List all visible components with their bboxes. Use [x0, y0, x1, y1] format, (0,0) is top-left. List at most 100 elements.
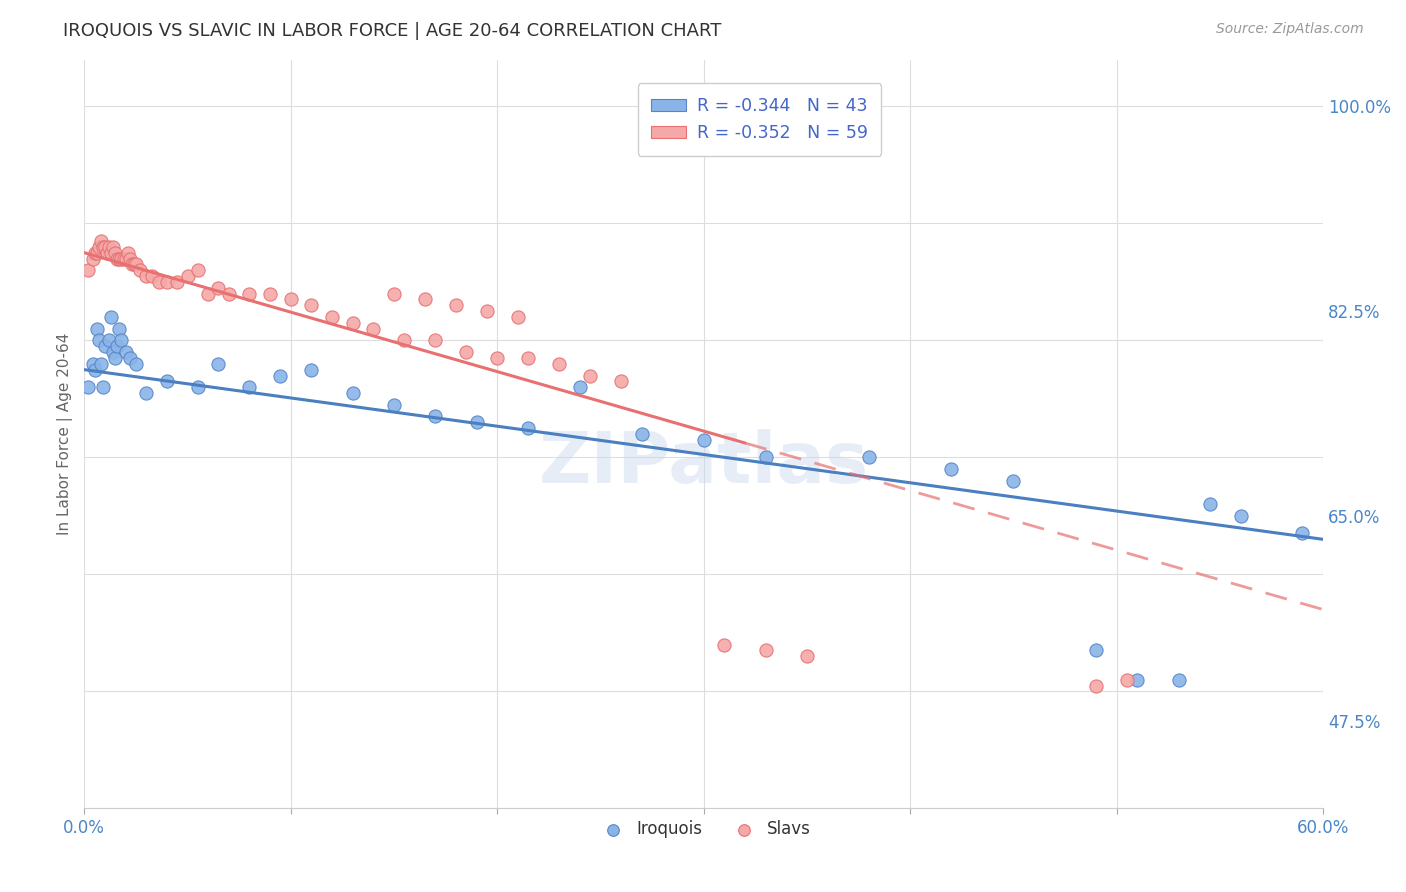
Point — [238, 380, 260, 394]
Point — [568, 380, 591, 394]
Point — [1229, 508, 1251, 523]
Point — [444, 298, 467, 312]
Point — [796, 649, 818, 664]
Text: Source: ZipAtlas.com: Source: ZipAtlas.com — [1216, 22, 1364, 37]
Point — [108, 252, 131, 266]
Point — [176, 268, 198, 283]
Point — [83, 245, 105, 260]
Point — [187, 380, 209, 394]
Point — [486, 351, 509, 365]
Point — [280, 293, 302, 307]
Point — [100, 310, 122, 324]
Point — [90, 357, 112, 371]
Point — [1167, 673, 1189, 687]
Text: ZIPatlas: ZIPatlas — [538, 429, 869, 499]
Point — [475, 304, 498, 318]
Point — [425, 334, 447, 348]
Point — [579, 368, 602, 383]
Point — [1002, 474, 1025, 488]
Point — [342, 386, 364, 401]
Point — [1085, 679, 1108, 693]
Point — [96, 245, 118, 260]
Point — [299, 298, 322, 312]
Point — [693, 433, 716, 447]
Point — [425, 409, 447, 424]
Point — [141, 268, 163, 283]
Point — [105, 252, 128, 266]
Legend: Iroquois, Slavs: Iroquois, Slavs — [589, 814, 818, 845]
Point — [299, 362, 322, 376]
Point — [77, 263, 100, 277]
Point — [342, 316, 364, 330]
Point — [121, 257, 143, 271]
Point — [108, 322, 131, 336]
Point — [110, 334, 132, 348]
Point — [156, 275, 179, 289]
Point — [103, 240, 125, 254]
Y-axis label: In Labor Force | Age 20-64: In Labor Force | Age 20-64 — [58, 333, 73, 535]
Point — [207, 357, 229, 371]
Point — [125, 257, 148, 271]
Point — [1198, 497, 1220, 511]
Point — [1291, 526, 1313, 541]
Point — [548, 357, 571, 371]
Point — [86, 322, 108, 336]
Point — [238, 286, 260, 301]
Point — [413, 293, 436, 307]
Text: IROQUOIS VS SLAVIC IN LABOR FORCE | AGE 20-64 CORRELATION CHART: IROQUOIS VS SLAVIC IN LABOR FORCE | AGE … — [63, 22, 721, 40]
Point — [135, 268, 157, 283]
Point — [122, 257, 145, 271]
Point — [148, 275, 170, 289]
Point — [135, 386, 157, 401]
Point — [858, 450, 880, 465]
Point — [207, 281, 229, 295]
Point — [91, 380, 114, 394]
Point — [129, 263, 152, 277]
Point — [1085, 643, 1108, 657]
Point — [1126, 673, 1149, 687]
Point — [269, 368, 291, 383]
Point — [103, 345, 125, 359]
Point — [105, 339, 128, 353]
Point — [197, 286, 219, 301]
Point — [218, 286, 240, 301]
Point — [117, 245, 139, 260]
Point — [112, 252, 135, 266]
Point — [156, 375, 179, 389]
Point — [83, 362, 105, 376]
Point — [77, 380, 100, 394]
Point — [755, 450, 778, 465]
Point — [517, 351, 540, 365]
Point — [98, 240, 121, 254]
Point — [125, 357, 148, 371]
Point — [82, 357, 104, 371]
Point — [114, 252, 136, 266]
Point — [517, 421, 540, 435]
Point — [90, 234, 112, 248]
Point — [465, 415, 488, 429]
Point — [118, 351, 141, 365]
Point — [87, 240, 110, 254]
Point — [394, 334, 416, 348]
Point — [382, 286, 405, 301]
Point — [321, 310, 343, 324]
Point — [86, 245, 108, 260]
Point — [382, 398, 405, 412]
Point — [91, 240, 114, 254]
Point — [630, 427, 652, 442]
Point — [114, 345, 136, 359]
Point — [1116, 673, 1139, 687]
Point — [363, 322, 385, 336]
Point — [94, 339, 117, 353]
Point — [104, 351, 127, 365]
Point — [166, 275, 188, 289]
Point — [506, 310, 529, 324]
Point — [187, 263, 209, 277]
Point — [87, 334, 110, 348]
Point — [456, 345, 478, 359]
Point — [110, 252, 132, 266]
Point — [100, 245, 122, 260]
Point — [104, 245, 127, 260]
Point — [82, 252, 104, 266]
Point — [755, 643, 778, 657]
